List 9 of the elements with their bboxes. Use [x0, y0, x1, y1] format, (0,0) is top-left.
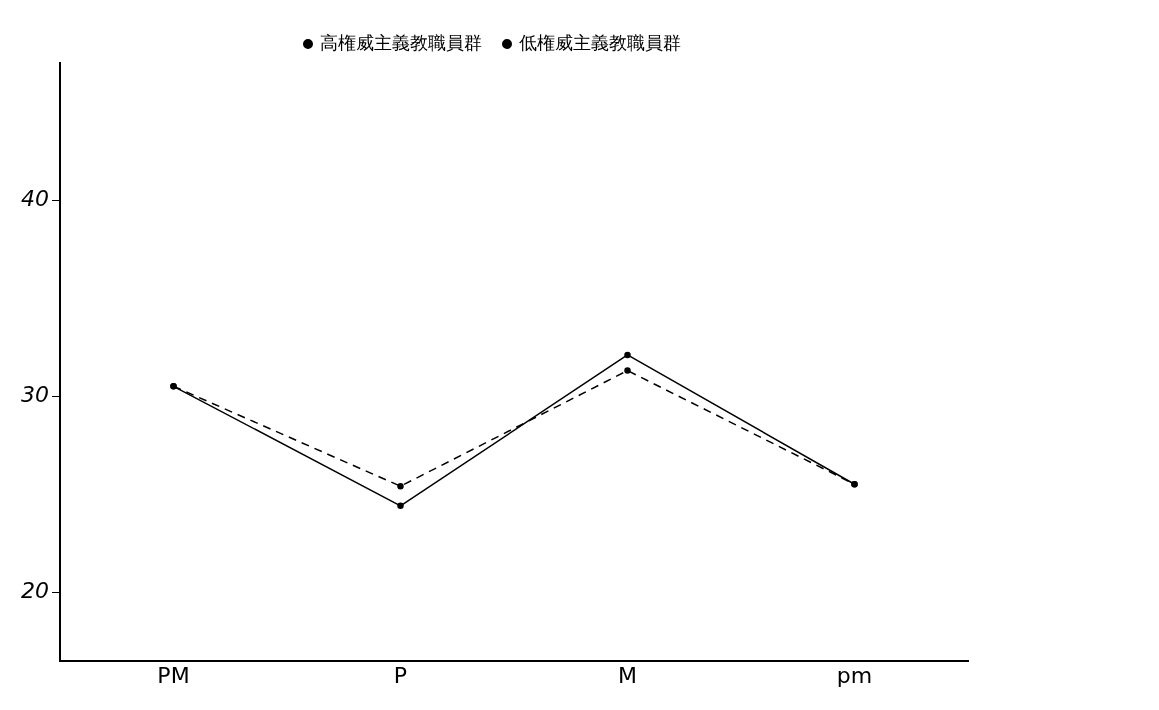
- y-tick-label: 40: [20, 185, 49, 211]
- y-tick-label: 30: [20, 381, 49, 407]
- x-tick-label: P: [393, 662, 408, 688]
- legend-label: 高権威主義教職員群: [320, 31, 482, 53]
- y-tick-label: 20: [20, 577, 49, 603]
- x-tick-label: pm: [836, 662, 873, 688]
- x-tick-label: PM: [157, 662, 190, 688]
- legend-label: 低権威主義教職員群: [519, 31, 681, 53]
- x-tick-label: M: [618, 662, 637, 688]
